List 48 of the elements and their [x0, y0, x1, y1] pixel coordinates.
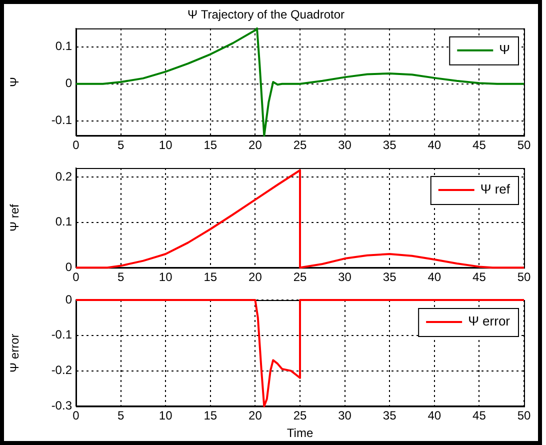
x-tick-label: 50 — [517, 138, 531, 152]
x-tick-label: 25 — [293, 138, 307, 152]
y-axis-title: Ψ — [8, 76, 22, 88]
x-tick-label: 20 — [248, 270, 262, 284]
x-tick-label: 15 — [204, 408, 218, 423]
x-tick-label: 30 — [338, 270, 352, 284]
x-tick-label: 40 — [428, 270, 442, 284]
x-tick-label: 50 — [517, 408, 531, 423]
legend-label: Ψ — [499, 42, 510, 57]
y-axis-title: Ψ error — [8, 334, 22, 372]
x-tick-label: 20 — [248, 408, 262, 423]
x-tick-label: 20 — [248, 138, 262, 152]
x-tick-label: 40 — [428, 408, 442, 423]
x-tick-label: 40 — [428, 138, 442, 152]
y-tick-label: 0.2 — [55, 169, 72, 184]
legend-label: Ψ ref — [480, 182, 510, 197]
legend-label: Ψ error — [468, 314, 511, 329]
x-tick-label: 10 — [158, 408, 173, 423]
x-tick-label: 45 — [472, 270, 486, 284]
y-tick-label: -0.2 — [51, 363, 72, 378]
y-axis-title: Ψ ref — [8, 203, 22, 232]
x-tick-label: 5 — [117, 270, 124, 284]
x-tick-label: 35 — [382, 270, 397, 284]
x-tick-label: 50 — [517, 270, 531, 284]
x-tick-label: 30 — [338, 138, 352, 152]
x-tick-label: 25 — [293, 270, 307, 284]
x-tick-label: 10 — [158, 270, 173, 284]
x-tick-label: 15 — [204, 270, 218, 284]
x-tick-label: 25 — [293, 408, 307, 423]
x-tick-label: 5 — [117, 138, 124, 152]
y-tick-label: 0 — [65, 292, 72, 306]
y-tick-label: 0 — [65, 260, 72, 274]
y-tick-label: -0.3 — [51, 398, 72, 413]
x-tick-label: 15 — [204, 138, 218, 152]
y-tick-label: 0.1 — [55, 214, 72, 229]
y-tick-label: -0.1 — [51, 328, 72, 342]
x-tick-label: 5 — [117, 408, 124, 423]
y-tick-label: 0 — [65, 76, 72, 90]
chart-title: Ψ Trajectory of the Quadrotor — [188, 8, 344, 22]
x-axis-title: Time — [286, 426, 314, 440]
x-tick-label: 30 — [338, 408, 352, 423]
y-tick-label: -0.1 — [51, 113, 72, 128]
x-tick-label: 45 — [472, 408, 486, 423]
y-tick-label: 0.1 — [55, 39, 72, 54]
x-tick-label: 45 — [472, 138, 486, 152]
x-tick-label: 10 — [158, 138, 173, 152]
x-tick-label: 35 — [382, 408, 397, 423]
x-tick-label: 35 — [382, 138, 397, 152]
